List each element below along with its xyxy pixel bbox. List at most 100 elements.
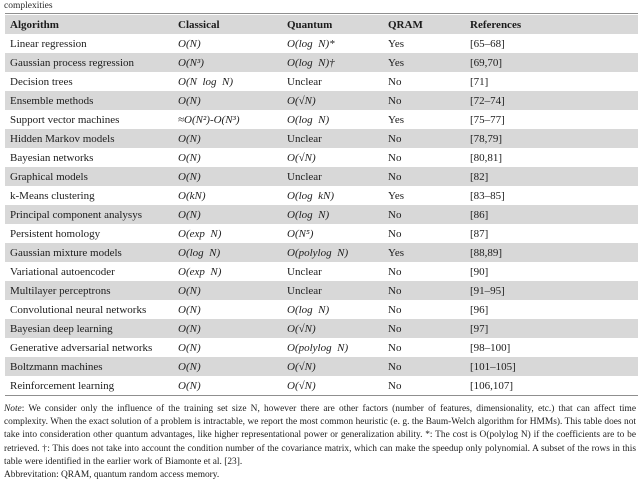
note-label: Note	[4, 404, 22, 414]
classical-cell: O(N)	[178, 151, 201, 164]
qram-cell: No	[388, 75, 402, 88]
note-text: : We consider only the influence of the …	[4, 404, 636, 467]
classical-cell: O(N)	[178, 132, 201, 145]
complexity-table: Algorithm Classical Quantum QRAM Referen…	[5, 13, 638, 396]
qram-cell: Yes	[388, 56, 405, 69]
table-row: Principal component analysys O(N) O(log N)…	[5, 205, 638, 224]
qram-cell: No	[388, 208, 402, 221]
table-row: Linear regression O(N) O(log N)* Yes [65–68]	[5, 34, 638, 53]
qram-cell: No	[388, 227, 402, 240]
algorithm-cell: Generative adversarial networks	[10, 341, 153, 354]
classical-cell: O(log N)	[178, 246, 221, 259]
references-cell: [91–95]	[470, 284, 505, 297]
qram-cell: No	[388, 284, 402, 297]
classical-cell: O(N)	[178, 341, 201, 354]
references-cell: [75–77]	[470, 113, 505, 126]
table-note: Note: We consider only the influence of …	[4, 403, 636, 469]
table-row: k-Means clustering O(kN) O(log kN) Yes [83–8…	[5, 186, 638, 205]
references-cell: [71]	[470, 75, 489, 88]
references-cell: [80,81]	[470, 151, 503, 164]
table-row: Gaussian mixture models O(log N) O(polylog…	[5, 243, 638, 262]
quantum-cell: Unclear	[287, 284, 322, 297]
qram-cell: No	[388, 341, 402, 354]
column-header-algorithm: Algorithm	[10, 18, 59, 31]
classical-cell: O(N)	[178, 284, 201, 297]
algorithm-cell: Hidden Markov models	[10, 132, 115, 145]
algorithm-cell: Graphical models	[10, 170, 88, 183]
quantum-cell: O(log N)	[287, 208, 330, 221]
qram-cell: No	[388, 379, 402, 392]
references-cell: [87]	[470, 227, 489, 240]
table-row: Reinforcement learning O(N) O(√N) No [106,10…	[5, 376, 638, 395]
quantum-cell: O(log N)*	[287, 37, 335, 50]
quantum-cell: O(√N)	[287, 360, 316, 373]
references-cell: [106,107]	[470, 379, 514, 392]
table-body: Linear regression O(N) O(log N)* Yes [65–68]…	[5, 34, 638, 395]
classical-cell: O(N)	[178, 94, 201, 107]
column-header-qram: QRAM	[388, 18, 423, 31]
references-cell: [96]	[470, 303, 489, 316]
algorithm-cell: Ensemble methods	[10, 94, 94, 107]
qram-cell: No	[388, 360, 402, 373]
table-row: Ensemble methods O(N) O(√N) No [72–74]	[5, 91, 638, 110]
quantum-cell: O(√N)	[287, 151, 316, 164]
references-cell: [101–105]	[470, 360, 516, 373]
qram-cell: No	[388, 170, 402, 183]
references-cell: [86]	[470, 208, 489, 221]
algorithm-cell: Convolutional neural networks	[10, 303, 147, 316]
algorithm-cell: Boltzmann machines	[10, 360, 103, 373]
references-cell: [82]	[470, 170, 489, 183]
table-row: Variational autoencoder O(exp N) Unclear No…	[5, 262, 638, 281]
classical-cell: O(N)	[178, 360, 201, 373]
algorithm-cell: Gaussian mixture models	[10, 246, 122, 259]
algorithm-cell: Bayesian networks	[10, 151, 94, 164]
algorithm-cell: Reinforcement learning	[10, 379, 115, 392]
abbreviation-note: Abbrevitation: QRAM, quantum random acce…	[4, 470, 220, 480]
references-cell: [65–68]	[470, 37, 505, 50]
algorithm-cell: Gaussian process regression	[10, 56, 135, 69]
references-cell: [83–85]	[470, 189, 505, 202]
qram-cell: No	[388, 303, 402, 316]
table-header-row: Algorithm Classical Quantum QRAM Referen…	[5, 15, 638, 34]
references-cell: [69,70]	[470, 56, 503, 69]
quantum-cell: O(log kN)	[287, 189, 335, 202]
references-cell: [90]	[470, 265, 489, 278]
quantum-cell: O(log N)	[287, 113, 330, 126]
table-row: Persistent homology O(exp N) O(N⁵) No [87]	[5, 224, 638, 243]
algorithm-cell: Multilayer perceptrons	[10, 284, 111, 297]
table-caption: complexities	[4, 1, 53, 11]
quantum-cell: Unclear	[287, 75, 322, 88]
table-row: Multilayer perceptrons O(N) Unclear No [91–9…	[5, 281, 638, 300]
table-row: Graphical models O(N) Unclear No [82]	[5, 167, 638, 186]
qram-cell: Yes	[388, 113, 405, 126]
classical-cell: O(N)	[178, 170, 201, 183]
table-row: Support vector machines ≈O(N²)-O(N³) O(log…	[5, 110, 638, 129]
classical-cell: O(N)	[178, 303, 201, 316]
table-row: Boltzmann machines O(N) O(√N) No [101–105]	[5, 357, 638, 376]
quantum-cell: Unclear	[287, 132, 322, 145]
table-row: Hidden Markov models O(N) Unclear No [78,79]	[5, 129, 638, 148]
classical-cell: O(N)	[178, 208, 201, 221]
classical-cell: O(exp N)	[178, 227, 222, 240]
table-row: Gaussian process regression O(N³) O(log N)…	[5, 53, 638, 72]
references-cell: [98–100]	[470, 341, 511, 354]
references-cell: [72–74]	[470, 94, 505, 107]
qram-cell: No	[388, 151, 402, 164]
column-header-references: References	[470, 18, 522, 31]
algorithm-cell: Principal component analysys	[10, 208, 142, 221]
qram-cell: Yes	[388, 246, 405, 259]
column-header-quantum: Quantum	[287, 18, 333, 31]
quantum-cell: O(√N)	[287, 322, 316, 335]
quantum-cell: O(log N)	[287, 303, 330, 316]
algorithm-cell: Variational autoencoder	[10, 265, 115, 278]
qram-cell: Yes	[388, 37, 405, 50]
classical-cell: O(N)	[178, 322, 201, 335]
table-row: Bayesian deep learning O(N) O(√N) No [97]	[5, 319, 638, 338]
references-cell: [88,89]	[470, 246, 503, 259]
qram-cell: No	[388, 94, 402, 107]
quantum-cell: O(√N)	[287, 379, 316, 392]
algorithm-cell: Linear regression	[10, 37, 87, 50]
qram-cell: No	[388, 132, 402, 145]
quantum-cell: O(polylog N)	[287, 246, 349, 259]
